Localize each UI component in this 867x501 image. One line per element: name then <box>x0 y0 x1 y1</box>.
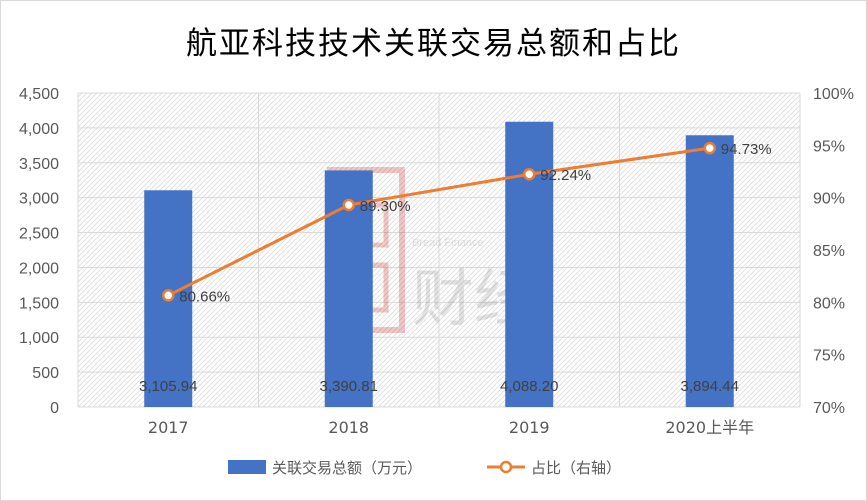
legend: 关联交易总额（万元） 占比（右轴） <box>228 459 621 477</box>
y-right-tick-label: 85% <box>813 243 845 260</box>
y-left-tick-label: 4,000 <box>19 121 59 138</box>
line-path <box>167 146 710 297</box>
y-right-tick-label: 80% <box>813 295 845 312</box>
bar-data-label: 3,390.81 <box>320 378 378 395</box>
gridlines <box>77 92 801 408</box>
y-right-tick-label: 75% <box>813 348 845 365</box>
line-data-label: 80.66% <box>179 288 230 305</box>
y-left-tick-label: 2,500 <box>19 226 59 243</box>
chart-title: 航亚科技技术关联交易总额和占比 <box>186 26 681 62</box>
y-left-tick-label: 4,500 <box>19 86 59 103</box>
line-point <box>703 141 716 155</box>
line-point <box>523 167 536 181</box>
bar-data-label: 4,088.20 <box>500 378 558 395</box>
y-left-tick-label: 3,000 <box>19 191 59 208</box>
x-tick-label: 2020上半年 <box>665 418 754 437</box>
line-data-label: 94.73% <box>721 141 772 158</box>
y-left-tick-label: 3,500 <box>19 156 59 173</box>
x-tick-label: 2017 <box>148 418 189 437</box>
line-point <box>162 289 175 302</box>
line-data-label: 92.24% <box>540 167 591 184</box>
y-left-tick-label: 2,000 <box>19 260 59 277</box>
bar-data-label: 3,105.94 <box>139 378 197 395</box>
legend-label-line: 占比（右轴） <box>531 459 621 477</box>
bar-data-label: 3,894.44 <box>681 378 739 395</box>
legend-swatch-marker <box>499 460 513 474</box>
y-left-tick-label: 1,500 <box>19 295 59 312</box>
y-right-tick-label: 70% <box>813 400 845 417</box>
y-right-tick-label: 95% <box>813 138 845 155</box>
legend-label-bar: 关联交易总额（万元） <box>272 459 422 477</box>
y-right-tick-label: 90% <box>813 191 845 208</box>
bar <box>505 121 554 407</box>
x-tick-label: 2018 <box>328 418 369 437</box>
bar <box>685 135 734 407</box>
line-point <box>342 198 355 212</box>
axes: 0 500 1,000 1,500 2,000 2,500 3,000 3,500 4,000 4… <box>19 86 854 437</box>
y-right-tick-label: 100% <box>813 86 854 103</box>
y-left-tick-label: 1,000 <box>19 330 59 347</box>
watermark-text: Bread Finance <box>412 237 484 249</box>
x-tick-label: 2019 <box>509 418 550 437</box>
legend-swatch-bar <box>228 460 266 474</box>
y-left-tick-label: 0 <box>50 400 59 417</box>
line-data-label: 89.30% <box>360 198 411 215</box>
y-left-tick-label: 500 <box>32 365 59 382</box>
line-series: 80.66% 89.30% 92.24% 94.73% <box>162 141 772 305</box>
bar-series: 3,105.94 3,390.81 4,088.20 3,894.44 <box>139 121 739 407</box>
